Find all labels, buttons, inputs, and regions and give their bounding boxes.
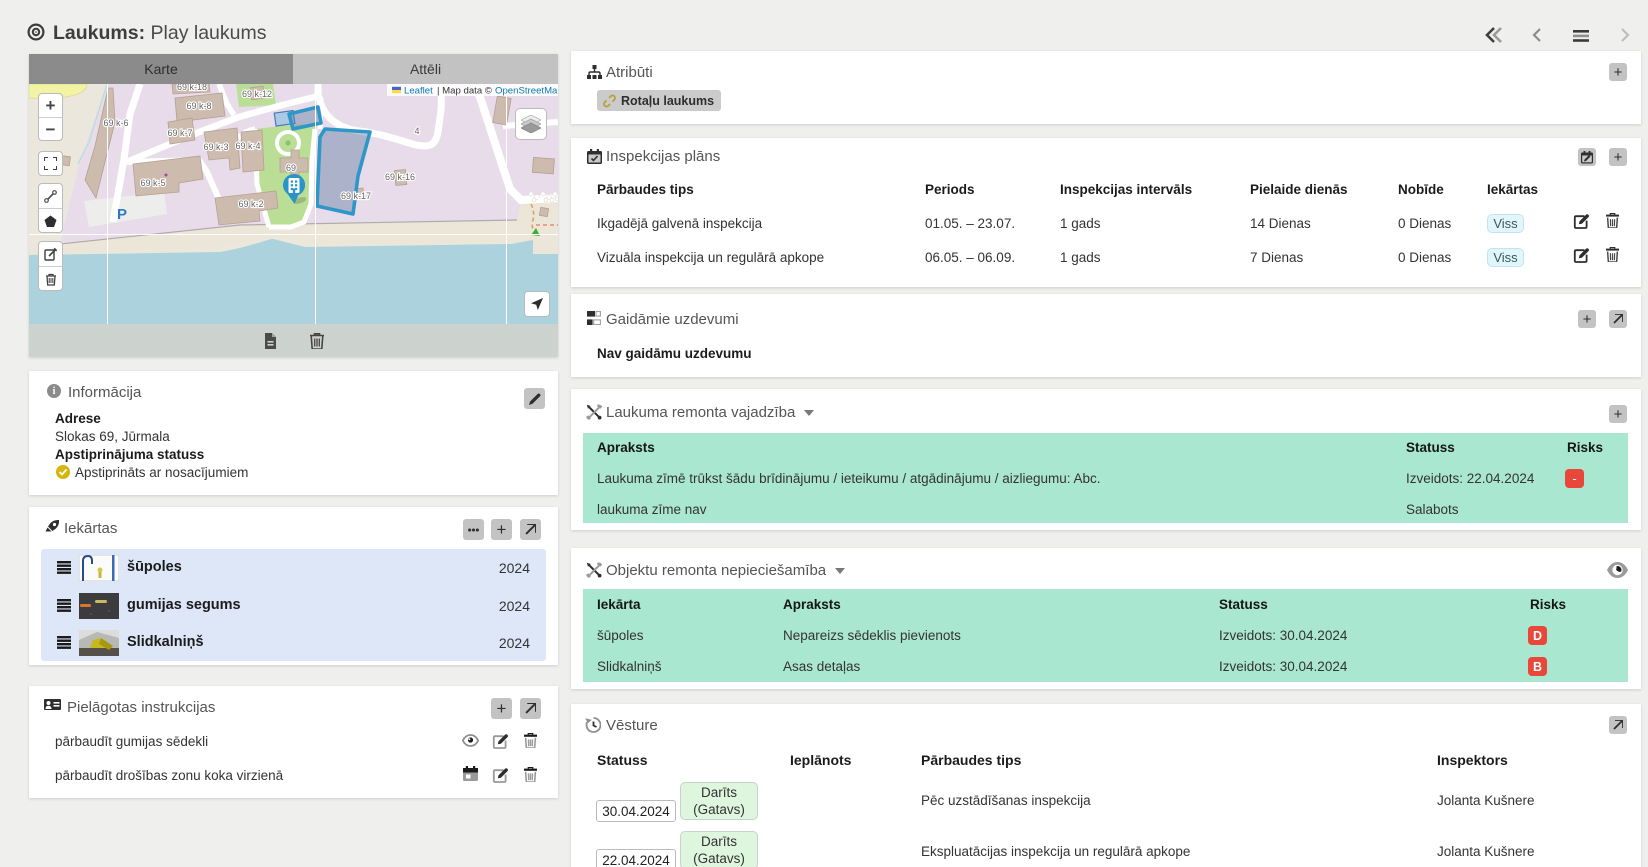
svg-text:69 k-12: 69 k-12 [242,89,272,99]
svg-text:69 k-16: 69 k-16 [385,172,415,182]
svg-text:69 k-17: 69 k-17 [341,191,371,201]
svg-text:69 k-7: 69 k-7 [167,128,192,138]
svg-text:Leaflet: Leaflet [404,85,433,96]
svg-text:69 k-4: 69 k-4 [235,141,260,151]
svg-text:69 k-5: 69 k-5 [140,178,165,188]
svg-text:69 k-18: 69 k-18 [177,84,207,92]
svg-text:4: 4 [414,126,419,136]
svg-text:P: P [117,206,127,223]
svg-text:69 k-6: 69 k-6 [103,118,128,128]
svg-text:OpenStreetMap: OpenStreetMap [495,85,558,96]
svg-text:69 k-8: 69 k-8 [186,101,211,111]
svg-text:| Map data ©: | Map data © [437,85,492,96]
svg-text:69 k-3: 69 k-3 [203,142,228,152]
svg-text:69 k-2: 69 k-2 [238,199,263,209]
svg-text:69: 69 [286,163,296,173]
